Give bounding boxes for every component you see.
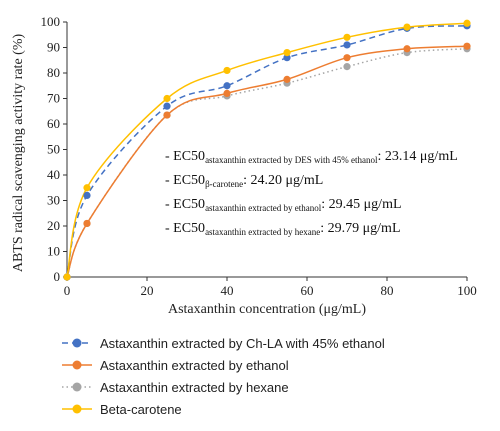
y-axis-label: ABTS radical scavenging activity rate (%… [11,34,26,273]
legend-item: Astaxanthin extracted by Ch-LA with 45% … [62,332,385,354]
data-point [343,54,351,62]
x-tick-label: 20 [141,283,154,298]
data-point [63,273,71,281]
data-point [463,19,471,27]
ec50-annotation: - EC50astaxanthin extracted by DES with … [165,149,458,165]
x-tick-label: 40 [221,283,234,298]
ec50-annotation: - EC50astaxanthin extracted by ethanol: … [165,197,402,213]
x-ticks: 0 20 40 60 80 100 [64,277,477,298]
legend-swatch [62,404,92,414]
y-tick-label: 50 [47,142,60,157]
x-axis-label: Astaxanthin concentration (μg/mL) [168,302,366,317]
data-point [223,82,231,90]
data-point [223,89,231,97]
y-tick-label: 40 [47,167,60,182]
y-tick-label: 100 [41,14,61,29]
x-tick-label: 60 [301,283,314,298]
legend-label: Astaxanthin extracted by hexane [100,379,289,395]
data-point [283,54,291,62]
x-tick-label: 100 [457,283,477,298]
y-tick-label: 10 [47,244,60,259]
y-tick-label: 60 [47,116,60,131]
data-point [463,42,471,50]
legend-swatch [62,360,92,370]
data-point [403,23,411,31]
data-point [403,45,411,53]
legend: Astaxanthin extracted by Ch-LA with 45% … [62,332,385,420]
data-point [163,94,171,103]
y-tick-label: 80 [47,65,60,80]
data-point [223,66,231,75]
ec50-annotation: - EC50astaxanthin extracted by hexane: 2… [165,221,401,237]
series-line [66,45,468,278]
legend-item: Astaxanthin extracted by ethanol [62,354,385,376]
legend-item: Astaxanthin extracted by hexane [62,376,385,398]
chart: 0 10 20 30 40 50 60 70 80 90 100 0 20 40 60 80 100 ABTS… [11,14,477,317]
data-point [343,41,351,49]
x-tick-label: 80 [381,283,394,298]
ec50-annotation: - EC50β-carotene: 24.20 μg/mL [165,173,323,189]
legend-item: Beta-carotene [62,398,385,420]
y-tick-label: 90 [47,40,60,55]
ec50-annotations: - EC50astaxanthin extracted by DES with … [165,149,458,237]
y-ticks: 0 10 20 30 40 50 60 70 80 90 100 [41,14,67,284]
y-tick-label: 20 [47,218,60,233]
series-group [63,19,471,281]
data-point [343,33,351,41]
legend-swatch [62,382,92,392]
legend-label: Beta-carotene [100,401,182,417]
data-point [83,191,91,199]
data-point [283,49,291,57]
data-point [343,63,351,71]
data-point [283,75,291,83]
legend-label: Astaxanthin extracted by ethanol [100,357,289,373]
y-tick-label: 70 [47,91,60,106]
legend-swatch [62,338,92,348]
data-point [83,219,91,228]
legend-label: Astaxanthin extracted by Ch-LA with 45% … [100,335,385,351]
y-tick-label: 30 [47,193,60,208]
data-point [163,102,171,110]
data-point [163,111,171,119]
y-tick-label: 0 [54,269,61,284]
x-tick-label: 0 [64,283,71,298]
data-point [83,184,91,192]
